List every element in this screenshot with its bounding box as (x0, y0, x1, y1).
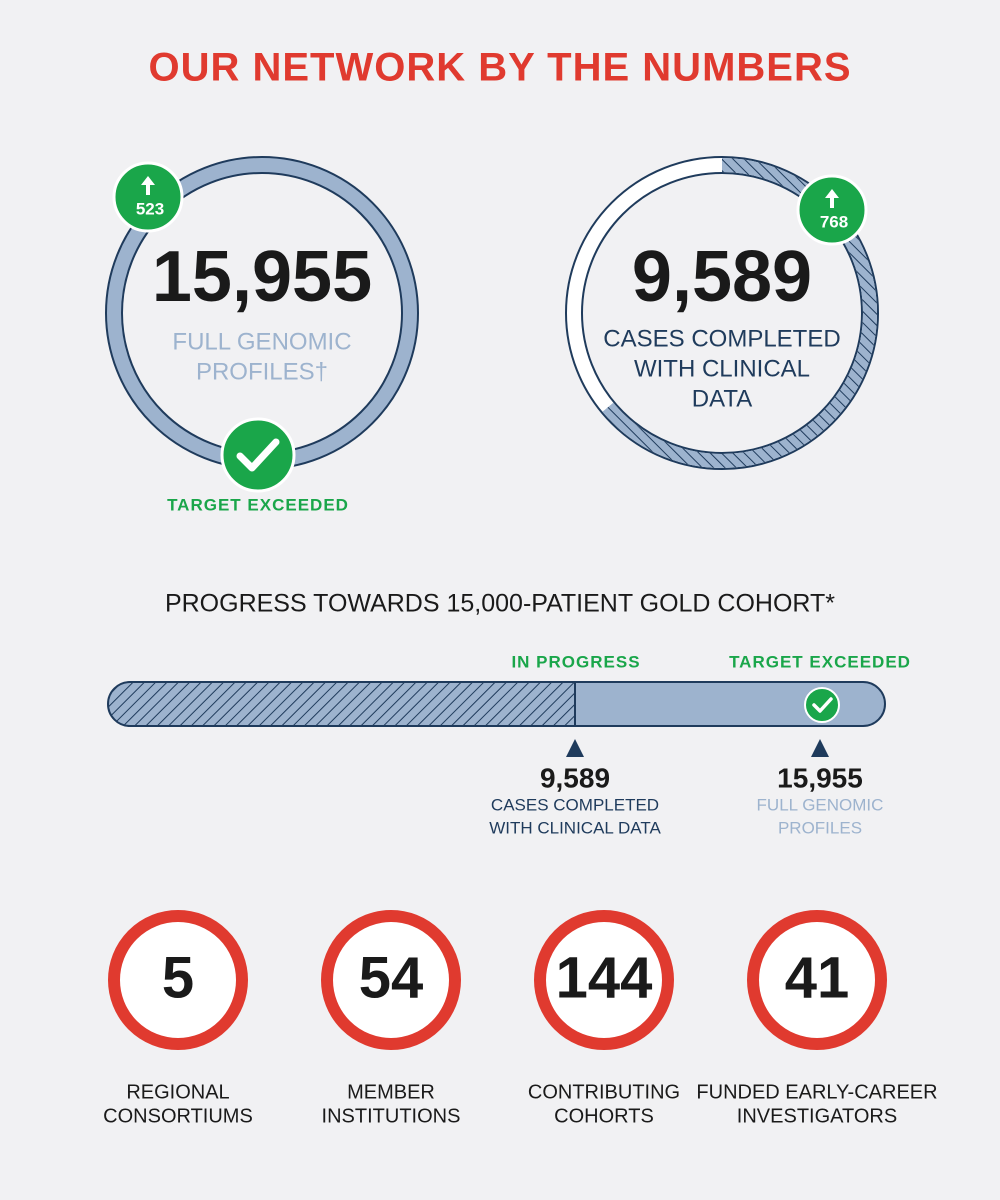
stat-label: INSTITUTIONS (322, 1105, 461, 1127)
ring-genomic: 15,955 FULL GENOMIC PROFILES† 523 TARGET… (105, 156, 419, 514)
ring-label: WITH CLINICAL (634, 355, 810, 382)
stat-value: 41 (785, 945, 850, 1010)
badge: 523 (136, 199, 164, 218)
stat-value: 144 (556, 945, 653, 1010)
stat-label: CONTRIBUTING (528, 1081, 680, 1103)
marker-label: WITH CLINICAL DATA (489, 818, 661, 837)
stat-circle (321, 910, 461, 1050)
ring-label: DATA (692, 385, 752, 412)
badge: 768 (820, 212, 848, 231)
marker-value: 15,955 (777, 762, 863, 793)
stat-value: 5 (162, 945, 194, 1010)
stat-circle (747, 910, 887, 1050)
stat-circle (534, 910, 674, 1050)
ring-label: PROFILES† (196, 358, 328, 385)
progress-title: PROGRESS TOWARDS 15,000-PATIENT GOLD COH… (165, 590, 835, 618)
ring-value: 9,589 (632, 237, 812, 317)
stat-label: MEMBER (347, 1081, 435, 1103)
stat-label: CONSORTIUMS (103, 1105, 253, 1127)
status: TARGET EXCEEDED (167, 495, 349, 514)
ring-value: 15,955 (152, 237, 372, 317)
marker-value: 9,589 (540, 762, 610, 793)
stat-value: 54 (359, 945, 424, 1010)
ring-label: FULL GENOMIC (172, 328, 351, 355)
marker-label: PROFILES (778, 818, 862, 837)
marker-label: FULL GENOMIC (757, 795, 884, 814)
stat-circle (108, 910, 248, 1050)
stat-label: FUNDED EARLY-CAREER (696, 1081, 937, 1103)
ring-label: CASES COMPLETED (603, 325, 840, 352)
stat-label: COHORTS (554, 1105, 654, 1127)
progress: PROGRESS TOWARDS 15,000-PATIENT GOLD COH… (107, 590, 911, 837)
stat-label: INVESTIGATORS (737, 1105, 897, 1127)
ring-clinical: 9,589 CASES COMPLETED WITH CLINICAL DATA… (565, 156, 879, 470)
title: OUR NETWORK BY THE NUMBERS (148, 46, 851, 90)
marker-label: CASES COMPLETED (491, 795, 659, 814)
status: IN PROGRESS (511, 652, 640, 671)
status: TARGET EXCEEDED (729, 652, 911, 671)
stat-label: REGIONAL (126, 1081, 229, 1103)
